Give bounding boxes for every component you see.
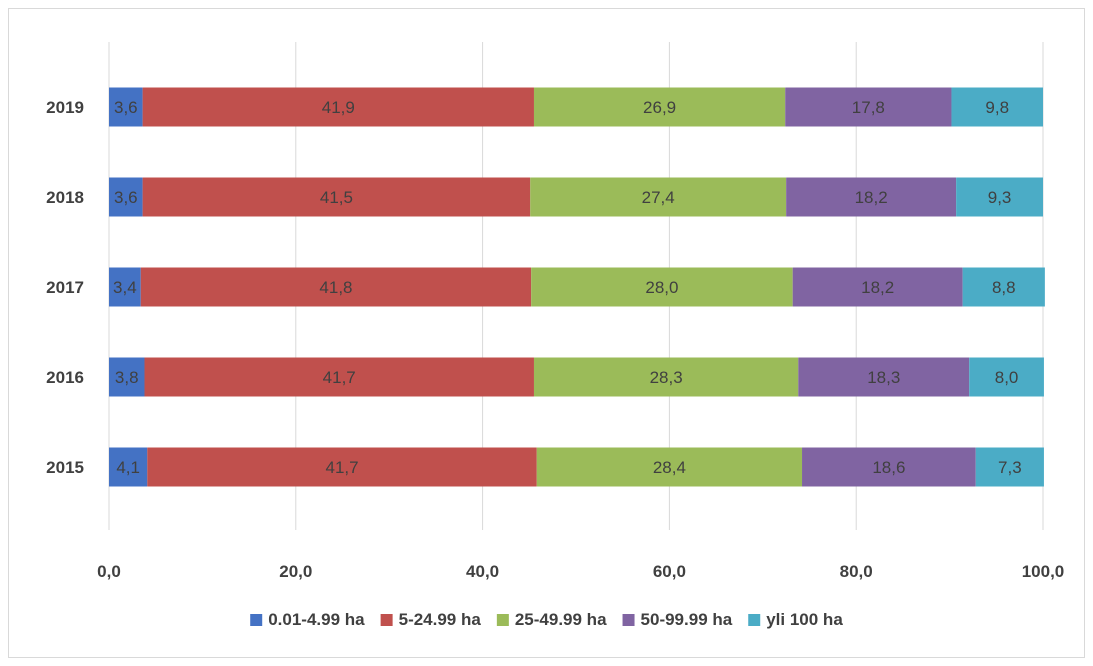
legend-label: 5-24.99 ha (399, 610, 482, 629)
bar-segment (109, 177, 143, 217)
bar-segment (533, 87, 786, 127)
data-label: 9,8 (985, 98, 1009, 117)
data-label: 3,4 (113, 278, 137, 297)
bar-segment (144, 357, 534, 397)
data-label: 28,0 (645, 278, 678, 297)
data-label: 41,7 (325, 458, 358, 477)
data-label: 17,8 (852, 98, 885, 117)
bar-segment (802, 447, 976, 487)
data-label: 8,0 (995, 368, 1019, 387)
data-label: 18,2 (855, 188, 888, 207)
bar-segment (798, 357, 970, 397)
data-label: 41,9 (322, 98, 355, 117)
bar-segment (142, 177, 531, 217)
data-label: 27,4 (642, 188, 675, 207)
data-label: 3,6 (114, 188, 138, 207)
bar-segment (533, 357, 799, 397)
legend: 0.01-4.99 ha 5-24.99 ha 25-49.99 ha 50-99.9… (250, 610, 843, 629)
data-label: 18,6 (872, 458, 905, 477)
bar-segment (142, 87, 534, 127)
legend-item: 50-99.99 ha (622, 610, 733, 629)
legend-swatch (622, 614, 635, 626)
category-label: 2019 (46, 98, 84, 117)
bar-segment (792, 267, 963, 307)
data-label: 7,3 (998, 458, 1022, 477)
data-label: 41,7 (323, 368, 356, 387)
data-label: 3,6 (114, 98, 138, 117)
bar-segment (785, 87, 952, 127)
category-label: 2015 (46, 458, 84, 477)
legend-item: yli 100 ha (748, 610, 843, 629)
legend-swatch (380, 614, 393, 626)
data-label: 26,9 (643, 98, 676, 117)
category-label: 2018 (46, 188, 84, 207)
data-label: 28,3 (650, 368, 683, 387)
legend-item: 0.01-4.99 ha (250, 610, 365, 629)
data-label: 8,8 (992, 278, 1016, 297)
data-label: 41,8 (319, 278, 352, 297)
legend-label: 50-99.99 ha (641, 610, 733, 629)
x-tick-label: 0,0 (97, 562, 121, 581)
x-tick-label: 60,0 (653, 562, 686, 581)
bar-segment (969, 357, 1044, 397)
category-label: 2017 (46, 278, 84, 297)
bar-segment (109, 357, 145, 397)
bar-segment (530, 177, 787, 217)
legend-swatch (496, 614, 509, 626)
data-label: 9,3 (988, 188, 1012, 207)
legend-label: 25-49.99 ha (515, 610, 607, 629)
bar-segment (140, 267, 532, 307)
category-label: 2016 (46, 368, 84, 387)
bar-segment (109, 447, 148, 487)
x-tick-label: 100,0 (1022, 562, 1065, 581)
value-axis: 0,0 20,0 40,0 60,0 80,0 100,0 (97, 562, 1064, 581)
legend-item: 5-24.99 ha (380, 610, 482, 629)
bar-segment (962, 267, 1045, 307)
bar-segment (956, 177, 1043, 217)
bar-segment (531, 267, 793, 307)
bar-segment (951, 87, 1043, 127)
data-label: 18,3 (867, 368, 900, 387)
x-tick-label: 20,0 (279, 562, 312, 581)
legend-label: 0.01-4.99 ha (268, 610, 365, 629)
bar-segment (786, 177, 957, 217)
bar-segment (109, 87, 143, 127)
data-label: 3,8 (115, 368, 139, 387)
bar-segment (147, 447, 537, 487)
data-label: 28,4 (653, 458, 686, 477)
x-tick-label: 40,0 (466, 562, 499, 581)
legend-swatch (250, 614, 263, 626)
category-axis: 2019 2018 2017 2016 2015 (46, 98, 84, 477)
legend-item: 25-49.99 ha (496, 610, 607, 629)
data-label: 41,5 (320, 188, 353, 207)
data-label: 4,1 (116, 458, 140, 477)
bars: 3,6 41,9 26,9 17,8 9,8 3,6 41,5 27,4 18,2 9,3 3,4 4… (109, 87, 1045, 487)
data-label: 18,2 (861, 278, 894, 297)
bar-segment (536, 447, 803, 487)
bar-segment (109, 267, 141, 307)
x-tick-label: 80,0 (840, 562, 873, 581)
bar-segment (975, 447, 1044, 487)
legend-swatch (748, 614, 761, 626)
legend-label: yli 100 ha (766, 610, 843, 629)
